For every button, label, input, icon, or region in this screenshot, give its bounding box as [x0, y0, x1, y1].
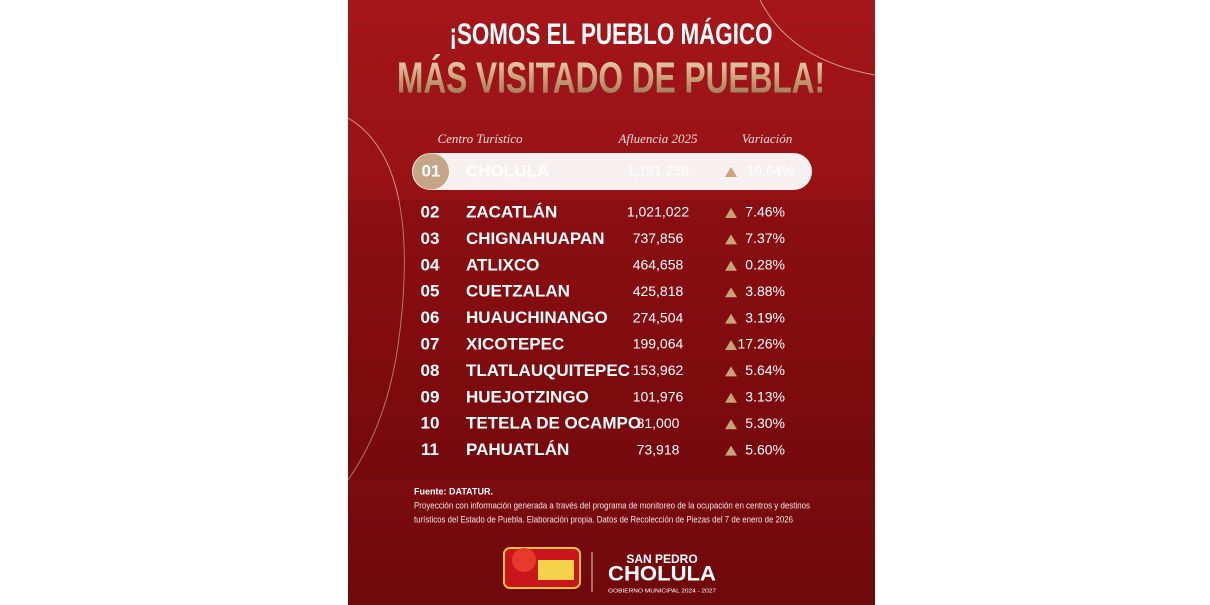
logo-text: SAN PEDRO — [626, 552, 697, 566]
rank: 03 — [421, 229, 440, 248]
rank: 10 — [421, 414, 440, 433]
up-arrow — [725, 445, 737, 456]
destination-name: PAHUATLÁN — [466, 440, 569, 459]
up-arrow — [725, 392, 737, 403]
rank-badge — [413, 153, 449, 190]
logo-text: GOBIERNO MUNICIPAL 2024 - 2027 — [608, 588, 716, 594]
variation: 5.64% — [745, 362, 785, 378]
deco-curve — [759, 0, 876, 76]
destination-name: CUETZALAN — [466, 282, 570, 301]
rank: 04 — [421, 255, 440, 274]
rank: 11 — [421, 440, 439, 459]
rank: 06 — [421, 308, 440, 327]
affluence: 101,976 — [633, 389, 684, 405]
bg-photo — [348, 200, 875, 480]
deco-curve — [347, 117, 405, 481]
note: Proyección con información generada a tr… — [414, 500, 810, 510]
affluence: 1,021,022 — [627, 204, 689, 220]
affluence: 425,818 — [633, 283, 684, 299]
up-arrow — [725, 260, 737, 271]
destination-name: XICOTEPEC — [466, 334, 564, 353]
variation: 0.28% — [745, 257, 785, 273]
destination-name: TLATLAUQUITEPEC — [466, 361, 630, 380]
rank: 02 — [421, 202, 440, 221]
affluence: 153,962 — [633, 362, 684, 378]
destination-name: TETELA DE OCAMPO — [466, 414, 641, 433]
affluence: 274,504 — [633, 309, 684, 325]
destination-name: CHIGNAHUAPAN — [466, 229, 605, 248]
panel — [348, 0, 875, 605]
column-header: Afluencia 2025 — [617, 131, 698, 146]
up-arrow — [725, 167, 737, 177]
affluence: 199,064 — [633, 336, 684, 352]
table: 01 CHOLULA 1,191,258 10.64% 02 ZACATLÁN 1,021,… — [421, 161, 794, 459]
up-arrow — [725, 287, 737, 298]
highlight-row — [412, 153, 812, 190]
variation: 5.30% — [745, 415, 785, 431]
affluence: 73,918 — [637, 441, 680, 457]
variation: 3.13% — [745, 389, 785, 405]
affluence: 464,658 — [633, 257, 684, 273]
note: turísticos del Estado de Puebla. Elabora… — [414, 514, 793, 524]
rank: 01 — [422, 161, 441, 180]
up-arrow — [725, 234, 737, 245]
destination-name: HUEJOTZINGO — [466, 387, 589, 406]
affluence: 1,191,258 — [627, 163, 689, 179]
variation: 3.88% — [745, 283, 785, 299]
rank: 07 — [421, 334, 440, 353]
rank: 09 — [421, 387, 440, 406]
destination-name: ATLIXCO — [466, 255, 539, 274]
logo-emblem — [503, 547, 593, 592]
up-arrow — [725, 208, 737, 218]
column-header: Centro Turístico — [437, 131, 523, 146]
variation: 3.19% — [745, 309, 785, 325]
rank: 05 — [421, 282, 440, 301]
column-header: Variación — [742, 131, 793, 146]
affluence: 81,000 — [637, 415, 680, 431]
destination-name: HUAUCHINANGO — [466, 308, 608, 327]
affluence: 737,856 — [633, 230, 684, 246]
destination-name: ZACATLÁN — [466, 202, 557, 221]
logo-text: CHOLULA — [608, 563, 716, 586]
variation: 7.46% — [745, 204, 785, 220]
destination-name: CHOLULA — [466, 161, 549, 180]
rank: 08 — [421, 361, 440, 380]
up-arrow — [725, 340, 737, 350]
up-arrow — [725, 419, 737, 430]
variation: 5.60% — [745, 441, 785, 457]
variation: 10.64% — [747, 163, 794, 179]
source: Fuente: DATATUR. — [414, 486, 493, 496]
up-arrow — [725, 313, 737, 324]
variation: 7.37% — [745, 230, 785, 246]
title-line1: ¡SOMOS EL PUEBLO MÁGICO — [450, 17, 773, 51]
title-line2: MÁS VISITADO DE PUEBLA! — [397, 53, 825, 103]
up-arrow — [725, 366, 737, 377]
variation: 17.26% — [738, 336, 785, 352]
